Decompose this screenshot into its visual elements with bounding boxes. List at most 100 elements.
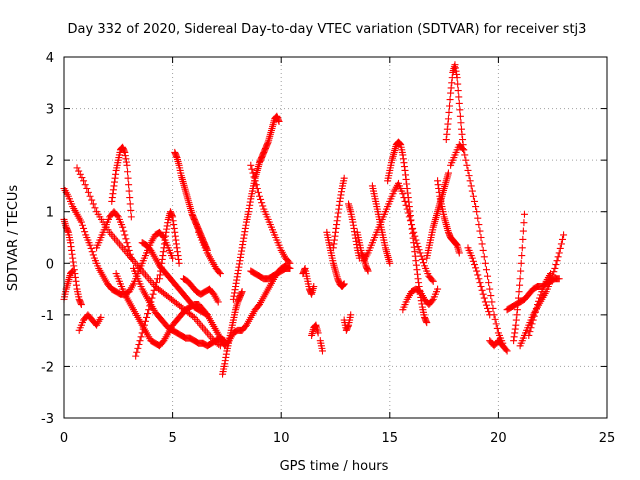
data-point (401, 197, 409, 205)
data-point (454, 80, 462, 88)
data-point (520, 219, 528, 227)
data-point (399, 190, 407, 198)
data-point (479, 246, 487, 254)
data-point (481, 259, 489, 267)
y-tick-label: 3 (46, 103, 54, 118)
data-point (552, 261, 560, 269)
data-point (535, 297, 543, 305)
data-point (340, 280, 348, 288)
data-point (253, 185, 261, 193)
data-point (141, 317, 149, 325)
data-point (258, 199, 266, 207)
data-point (478, 240, 486, 248)
series-10 (132, 275, 161, 360)
data-point (473, 208, 481, 216)
data-point (238, 288, 246, 296)
data-point (77, 301, 85, 309)
data-point (138, 329, 146, 337)
data-point (485, 279, 493, 287)
data-point (514, 294, 522, 302)
data-point (428, 297, 436, 305)
data-point (554, 253, 562, 261)
data-point (119, 223, 127, 231)
x-tick-label: 15 (382, 431, 399, 446)
data-point (478, 286, 486, 294)
series-34 (434, 177, 463, 257)
data-point (86, 241, 94, 249)
series-18 (229, 112, 283, 303)
data-point (536, 294, 544, 302)
x-tick-label: 5 (168, 431, 176, 446)
y-tick-label: 1 (46, 206, 54, 221)
data-point (515, 288, 523, 296)
data-point (97, 313, 105, 321)
data-point (83, 185, 91, 193)
data-point (514, 301, 522, 309)
data-point (517, 259, 525, 267)
data-point (88, 196, 96, 204)
data-point (518, 252, 526, 260)
data-point (386, 259, 394, 267)
data-point (126, 250, 134, 258)
data-point (169, 254, 177, 262)
data-point (477, 282, 485, 290)
data-point (477, 234, 485, 241)
data-point (257, 195, 265, 203)
y-tick-label: -3 (41, 412, 54, 427)
y-tick-label: -2 (41, 360, 54, 375)
data-point (216, 270, 224, 278)
data-point (122, 235, 130, 243)
data-point (485, 308, 493, 316)
data-point (202, 310, 210, 318)
data-point (310, 282, 318, 290)
x-tick-label: 20 (490, 431, 507, 446)
data-point (457, 119, 465, 127)
data-point (557, 240, 565, 248)
data-point (76, 170, 84, 178)
data-point (482, 301, 490, 309)
data-point (132, 352, 140, 360)
data-point (558, 235, 566, 243)
data-point (113, 212, 121, 220)
data-point (456, 112, 464, 120)
series-3 (60, 267, 77, 303)
data-point (127, 254, 135, 262)
data-point (460, 146, 468, 154)
data-point (133, 348, 141, 356)
data-point (468, 187, 476, 195)
data-point (275, 117, 283, 125)
data-point (80, 224, 88, 232)
data-point (145, 306, 153, 314)
data-point (77, 218, 85, 226)
series-7 (108, 143, 135, 221)
series-4 (73, 164, 224, 350)
data-point (455, 93, 463, 101)
data-point (486, 285, 494, 293)
data-point (455, 99, 463, 107)
data-point (493, 324, 501, 332)
data-point (456, 106, 464, 114)
data-point (140, 321, 148, 329)
data-point (364, 267, 372, 275)
data-point (481, 298, 489, 306)
data-point (285, 258, 293, 266)
series-24 (323, 228, 348, 290)
data-point (547, 270, 555, 278)
series-22 (308, 321, 322, 339)
data-point (414, 243, 422, 251)
y-axis-label: SDTVAR / TECUs (6, 185, 21, 292)
data-point (555, 249, 563, 257)
data-point (175, 259, 183, 267)
data-point (78, 221, 86, 229)
data-point (520, 210, 528, 218)
data-point (220, 336, 228, 344)
data-point (533, 301, 541, 309)
data-point (459, 145, 467, 153)
data-point (488, 298, 496, 306)
data-point (86, 192, 94, 200)
data-point (526, 328, 534, 336)
data-point (69, 267, 77, 275)
data-point (135, 341, 143, 349)
data-point (416, 249, 424, 257)
data-point (251, 177, 259, 185)
